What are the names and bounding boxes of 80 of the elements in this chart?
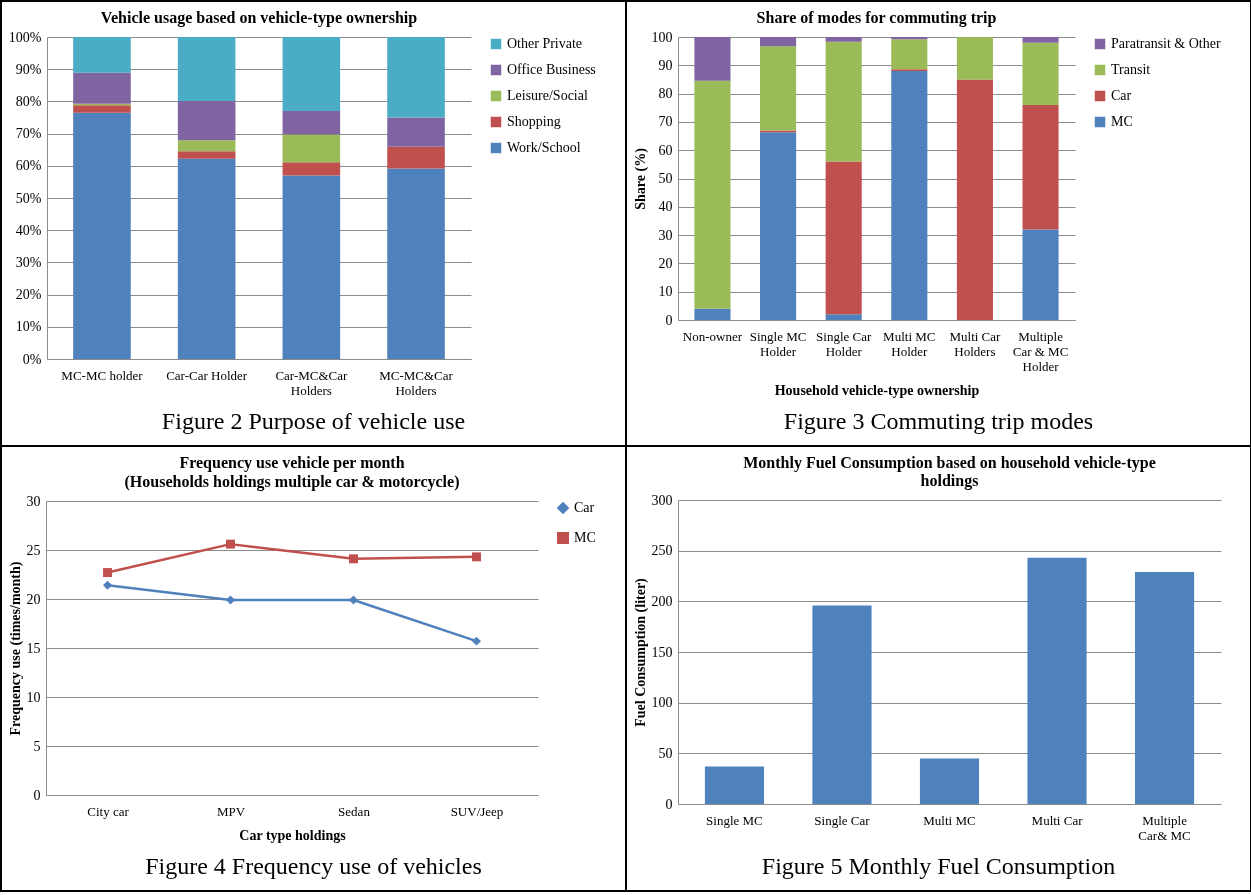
caption: Figure 2 Purpose of vehicle use	[161, 408, 466, 435]
y-tick-label: 30	[26, 493, 41, 509]
x-tick-label: Single Car	[814, 812, 871, 828]
y-tick-label: 60	[658, 142, 673, 158]
y-tick-label: 30%	[15, 254, 42, 270]
x-tick-label: City car	[87, 803, 130, 819]
y-tick-label: 10	[658, 284, 673, 300]
x-tick-label: Single MC	[706, 812, 763, 828]
y-tick-label: 50	[658, 171, 673, 186]
x-tick-label: MC-MC holder	[61, 367, 144, 383]
x-tick-label: Car-Car Holder	[166, 367, 248, 383]
chart-title: Frequency use vehicle per month	[179, 454, 405, 472]
y-tick-label: 25	[26, 542, 41, 558]
y-tick-label: 90%	[15, 61, 42, 77]
x-tick-label: Multiple Car & MC Holder	[1012, 328, 1069, 374]
y-tick-label: 250	[651, 543, 673, 559]
y-tick-label: 20%	[15, 287, 42, 303]
caption: Figure 5 Monthly Fuel Consumption	[761, 853, 1116, 880]
x-tick-label: SUV/Jeep	[450, 803, 504, 819]
y-tick-label: 80	[658, 86, 673, 102]
y-tick-label: 5	[33, 738, 41, 754]
y-tick-label: 150	[651, 644, 673, 660]
x-tick-label: MC-MC&Car Holders	[379, 367, 454, 398]
x-tick-label: Multi MC Holder	[883, 328, 936, 359]
x-axis-title: Household vehicle-type ownership	[774, 382, 980, 398]
legend-label: Transit	[1111, 62, 1151, 77]
x-tick-label: Multi Car	[1031, 812, 1084, 828]
legend-label: Office Business	[507, 62, 596, 77]
x-tick-label: Multiple Car& MC	[1138, 812, 1191, 843]
y-axis-title: Frequency use (times/month)	[7, 561, 24, 736]
legend-label: Leisure/Social	[507, 88, 588, 103]
legend-label: Paratransit & Other	[1111, 36, 1221, 51]
y-tick-label: 70%	[15, 126, 42, 142]
x-tick-label: Car-MC&Car Holders	[275, 367, 348, 398]
y-tick-label: 50%	[15, 190, 42, 206]
y-tick-label: 40	[658, 199, 673, 215]
x-tick-label: Sedan	[338, 803, 371, 819]
y-tick-label: 300	[651, 492, 673, 508]
y-tick-label: 0	[665, 796, 673, 812]
y-tick-label: 90	[658, 57, 673, 73]
y-tick-label: 0	[665, 312, 673, 328]
y-tick-label: 40%	[15, 222, 42, 238]
x-tick-label: Non-owner	[682, 328, 743, 344]
legend-label: MC	[574, 530, 596, 545]
y-tick-label: 100%	[8, 29, 42, 45]
y-tick-label: 10	[26, 689, 41, 705]
y-tick-label: 80%	[15, 93, 42, 109]
caption: Figure 4 Frequency use of vehicles	[145, 853, 482, 880]
y-tick-label: 50	[658, 745, 673, 761]
y-tick-label: 30	[658, 227, 673, 243]
legend-label: Other Private	[507, 36, 583, 51]
y-tick-label: 0	[33, 787, 41, 803]
x-tick-label: Multi MC	[923, 812, 976, 828]
y-tick-label: 60%	[15, 158, 42, 174]
chart-subtitle: (Households holdings multiple car & motorcycle)	[124, 473, 460, 491]
y-tick-label: 10%	[15, 319, 42, 335]
y-tick-label: 20	[658, 255, 673, 271]
y-tick-label: 0%	[22, 351, 42, 367]
legend-label: Car	[1111, 88, 1132, 103]
y-tick-label: 100	[651, 695, 673, 711]
y-tick-label: 200	[651, 593, 673, 609]
y-tick-label: 20	[26, 591, 41, 607]
x-tick-label: MPV	[216, 803, 246, 819]
legend-label: Car	[574, 500, 595, 515]
legend-label: MC	[1111, 114, 1133, 129]
x-axis-title: Car type holdings	[239, 827, 347, 843]
caption: Figure 3 Commuting trip modes	[783, 408, 1094, 435]
chart-title: Vehicle usage based on vehicle-type ownership	[100, 9, 418, 27]
x-tick-label: Single Car Holder	[816, 328, 872, 359]
legend-label: Shopping	[507, 114, 561, 129]
y-axis-title: Fuel Consumption (liter)	[632, 577, 649, 727]
legend-label: Work/School	[507, 140, 581, 155]
y-tick-label: 100	[651, 29, 673, 45]
chart-title: Monthly Fuel Consumption based on household vehicle-type holdings	[743, 454, 1156, 490]
x-tick-label: Single MC Holder	[749, 328, 807, 359]
y-tick-label: 15	[26, 640, 41, 656]
y-tick-label: 70	[658, 114, 673, 130]
chart-title: Share of modes for commuting trip	[756, 9, 997, 27]
x-tick-label: Multi Car Holders	[949, 328, 1002, 359]
y-axis-title: Share (%)	[632, 147, 649, 210]
